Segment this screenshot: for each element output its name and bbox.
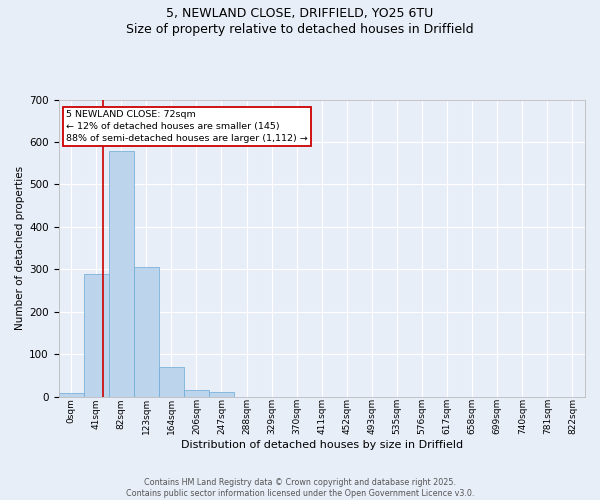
Bar [209,392,234,396]
Bar [159,367,184,396]
Bar [184,390,209,396]
Y-axis label: Number of detached properties: Number of detached properties [15,166,25,330]
Text: 5 NEWLAND CLOSE: 72sqm
← 12% of detached houses are smaller (145)
88% of semi-de: 5 NEWLAND CLOSE: 72sqm ← 12% of detached… [67,110,308,142]
Bar [109,152,134,396]
Bar [134,267,159,396]
Text: Contains HM Land Registry data © Crown copyright and database right 2025.
Contai: Contains HM Land Registry data © Crown c… [126,478,474,498]
Text: 5, NEWLAND CLOSE, DRIFFIELD, YO25 6TU
Size of property relative to detached hous: 5, NEWLAND CLOSE, DRIFFIELD, YO25 6TU Si… [126,8,474,36]
Bar [59,394,83,396]
Bar [83,274,109,396]
X-axis label: Distribution of detached houses by size in Driffield: Distribution of detached houses by size … [181,440,463,450]
